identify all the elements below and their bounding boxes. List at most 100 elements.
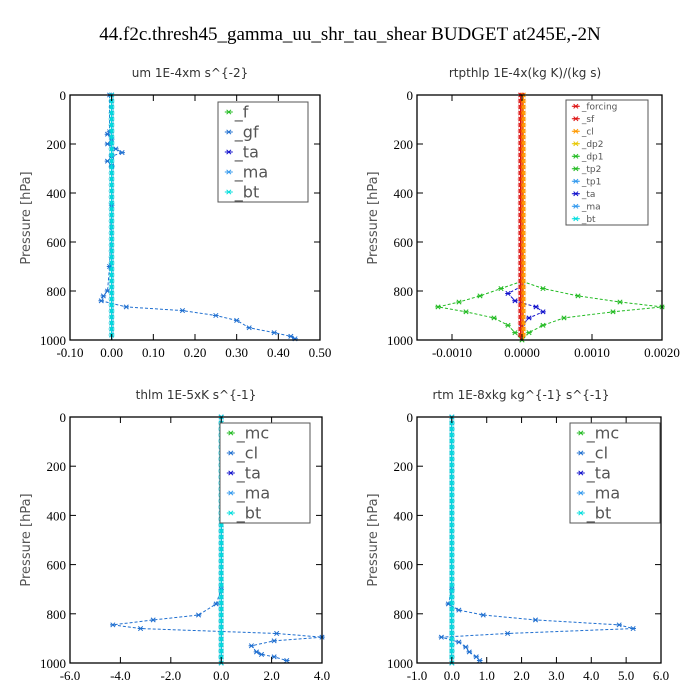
series-marker	[449, 594, 455, 600]
legend-marker	[573, 103, 579, 109]
series-marker	[108, 122, 115, 128]
y-axis-label: Pressure [hPa]	[19, 493, 34, 586]
series-marker	[108, 290, 115, 296]
series-marker	[108, 272, 115, 278]
legend-marker	[226, 169, 232, 175]
series-marker	[520, 260, 527, 266]
plot-area-um: -0.10 0.00 0.10 0.20 0.30 0.40 0.50 0 200 400 600 8…	[40, 88, 331, 360]
series-marker	[218, 594, 224, 600]
x-tick-label: 4.0	[314, 668, 330, 683]
series-marker	[466, 649, 473, 655]
x-tick-label: -0.10	[56, 345, 83, 360]
series-marker	[233, 317, 240, 323]
series-marker	[449, 486, 455, 492]
series-marker	[610, 309, 616, 315]
series-marker	[108, 254, 115, 260]
series-marker	[449, 456, 455, 462]
legend-marker	[578, 430, 584, 436]
series-marker	[520, 290, 527, 296]
y-tick-label: 400	[394, 186, 414, 201]
series-marker	[449, 450, 455, 456]
series-marker	[520, 206, 527, 212]
series-marker	[213, 601, 219, 607]
x-tick-label: -4.0	[110, 668, 131, 683]
y-tick-label: 200	[394, 137, 414, 152]
series-marker	[119, 150, 125, 156]
series-marker	[108, 128, 115, 134]
series-marker	[456, 607, 462, 613]
legend: _mc_cl_ta_ma_bt	[569, 422, 661, 524]
series-marker	[520, 266, 527, 272]
legend-label: _sf	[581, 115, 595, 125]
series-marker	[520, 212, 527, 218]
series-marker	[108, 200, 115, 206]
x-tick-label: -6.0	[60, 668, 81, 683]
series-marker	[449, 564, 455, 570]
plot-frame	[69, 416, 323, 664]
series-marker	[449, 558, 455, 564]
legend-label: _bt	[581, 215, 596, 225]
series-marker	[449, 432, 455, 438]
plot-area-rtm: -1.0 0.0 1.0 2.0 3.0 4.0 5.0 6.0 0 200 400 600 800 10…	[387, 410, 669, 683]
series-marker	[108, 308, 115, 314]
y-tick-label: 800	[47, 284, 67, 299]
series-marker	[123, 304, 130, 310]
y-tick-label: 400	[47, 186, 67, 201]
y-axis-label: Pressure [hPa]	[366, 171, 381, 264]
legend-marker	[573, 166, 579, 172]
series-marker	[108, 242, 115, 248]
legend-marker	[228, 430, 234, 436]
series-marker	[108, 236, 115, 242]
series-marker	[288, 333, 294, 339]
y-tick-label: 1000	[387, 333, 413, 348]
series-marker	[218, 546, 224, 552]
series-marker	[218, 528, 224, 534]
legend-label: _cl	[581, 127, 594, 137]
x-tick-label: 5.0	[618, 668, 634, 683]
series-marker	[449, 546, 455, 552]
plot-area-thlm: -6.0 -4.0 -2.0 0.0 2.0 4.0 0 200 400 600 800 1000 _m…	[40, 410, 330, 683]
series-marker	[449, 624, 455, 630]
series-marker	[520, 122, 527, 128]
legend: _mc_cl_ta_ma_bt	[219, 422, 311, 524]
series-marker	[449, 474, 455, 480]
y-tick-label: 200	[47, 459, 67, 474]
legend-marker	[573, 203, 579, 209]
series-marker	[104, 141, 111, 147]
series-marker	[449, 588, 455, 594]
series-marker	[108, 140, 115, 146]
series-marker	[449, 540, 455, 546]
series-marker	[271, 638, 277, 644]
series-marker	[438, 634, 445, 640]
series-marker	[533, 304, 539, 310]
x-tick-label: -0.0010	[432, 345, 472, 360]
series-marker	[218, 642, 224, 648]
legend-label: _tp1	[581, 177, 601, 187]
series-marker	[218, 534, 224, 540]
series-marker	[463, 644, 469, 650]
legend-marker	[228, 450, 234, 456]
x-tick-label: 0.0020	[644, 345, 680, 360]
plot-area-rtpthlp: -0.0010 0.0000 0.0010 0.0020 0 200 400 600 800 10…	[387, 88, 680, 360]
series-marker	[108, 188, 115, 194]
x-tick-label: 0.50	[309, 345, 332, 360]
series-marker	[108, 230, 115, 236]
series-marker	[253, 649, 260, 655]
series-marker	[108, 158, 115, 164]
series-marker	[520, 104, 527, 110]
series-marker	[218, 630, 224, 636]
legend-box	[219, 422, 311, 524]
series-marker	[449, 642, 455, 648]
x-tick-label: 0.0000	[504, 345, 540, 360]
series-marker	[108, 212, 115, 218]
x-tick-label: -1.0	[407, 668, 428, 683]
series-marker	[218, 540, 224, 546]
series-marker	[449, 600, 455, 606]
series-marker	[258, 651, 265, 657]
series-marker	[520, 200, 527, 206]
legend-marker	[573, 116, 579, 122]
series-marker	[108, 146, 115, 152]
series-marker	[512, 298, 518, 304]
legend-label: _ta	[586, 464, 611, 484]
